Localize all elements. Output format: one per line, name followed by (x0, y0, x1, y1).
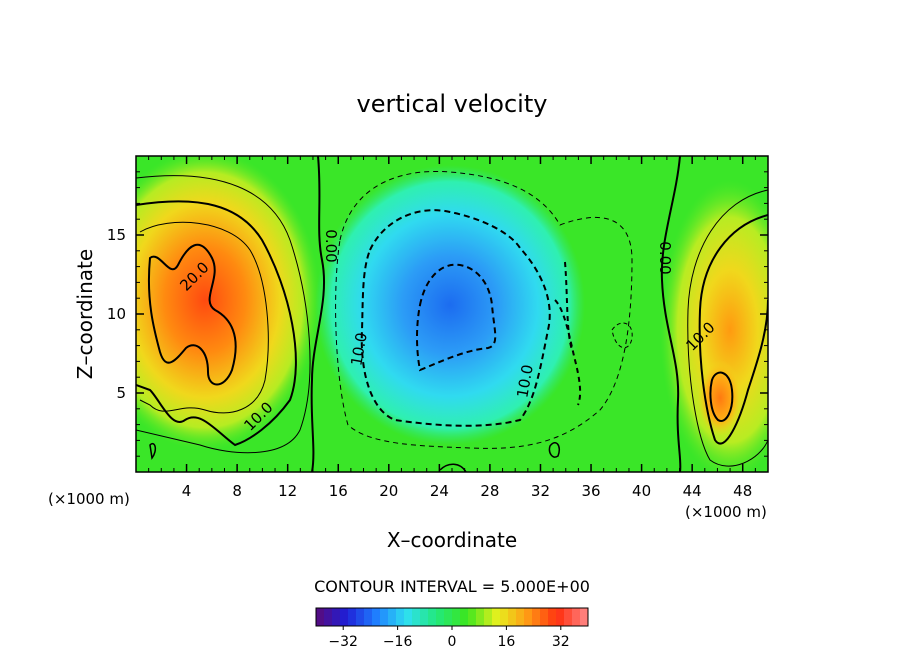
colorbar-swatch (548, 608, 557, 626)
colorbar-swatch (348, 608, 357, 626)
x-tick-label: 8 (232, 482, 242, 500)
contour-minus5-loop-right (611, 322, 633, 348)
colorbar-swatch (492, 608, 501, 626)
colorbar-tick-label: 32 (552, 634, 570, 650)
x-units-left: (×1000 m) (48, 490, 130, 508)
y-axis: 5 10 15 (107, 171, 768, 457)
colorbar-swatch (556, 608, 565, 626)
colorbar-swatch (396, 608, 405, 626)
chart-title: vertical velocity (357, 90, 548, 118)
colorbar-swatch (468, 608, 477, 626)
contour-minus10-fragments (554, 261, 582, 406)
x-tick-label: 28 (480, 482, 499, 500)
contour-5-left (136, 175, 311, 454)
updraft-left-shade (136, 156, 320, 450)
colorbar-swatch (564, 608, 573, 626)
colorbar-swatch (428, 608, 437, 626)
x-tick-label: 20 (379, 482, 398, 500)
colorbar-swatch (516, 608, 525, 626)
x-axis-label: X–coordinate (387, 528, 517, 552)
x-tick-label: 12 (278, 482, 297, 500)
colorbar-swatch (484, 608, 493, 626)
contour-minus20-center (416, 263, 497, 372)
contour-lines (136, 156, 768, 472)
colorbar-swatch (500, 608, 509, 626)
colorbar-swatch (444, 608, 453, 626)
contour-15-left (139, 221, 269, 414)
x-tick-label: 44 (683, 482, 702, 500)
x-units-right: (×1000 m) (685, 503, 767, 521)
x-tick-label: 32 (531, 482, 550, 500)
colorbar-swatch (316, 608, 325, 626)
colorbar-tick-label: 0 (448, 634, 457, 650)
contour-5-right (687, 189, 768, 467)
colorbar-swatch (508, 608, 517, 626)
contour-10-right (698, 214, 768, 445)
colorbar-swatch (364, 608, 373, 626)
colorbar-swatch (372, 608, 381, 626)
contour-label: 10.0 (513, 363, 537, 399)
colorbar-tick-label: 16 (497, 634, 515, 650)
x-tick-label: 36 (581, 482, 600, 500)
colorbar-swatch (460, 608, 469, 626)
colorbar-swatch (324, 608, 333, 626)
x-tick-label: 4 (182, 482, 192, 500)
x-axis: 4 8 12 16 20 24 28 32 36 40 44 48 (148, 156, 756, 500)
colorbar (315, 607, 589, 627)
contour-label: 0.00 (656, 241, 674, 274)
contour-20-left (147, 243, 237, 386)
colorbar-swatch (436, 608, 445, 626)
colorbar-swatch (572, 608, 581, 626)
colorbar-swatch (540, 608, 549, 626)
y-tick-label: 15 (107, 226, 126, 244)
plot-area: 20.0 10.0 0.00 10.0 10.0 0.00 10.0 (136, 156, 768, 472)
colorbar-swatch (524, 608, 533, 626)
colorbar-ticks: −32 −16 0 16 32 (328, 626, 570, 650)
x-tick-label: 48 (733, 482, 752, 500)
colorbar-tick-label: −32 (328, 634, 358, 650)
downdraft-center-shade (315, 165, 585, 445)
x-tick-label: 40 (632, 482, 651, 500)
colorbar-swatch (404, 608, 413, 626)
colorbar-swatch (340, 608, 349, 626)
y-axis-label: Z–coordinate (73, 249, 97, 379)
y-tick-label: 5 (116, 384, 126, 402)
colorbar-swatch (532, 608, 541, 626)
colorbar-swatch (332, 608, 341, 626)
contour-10-left (136, 200, 297, 447)
x-tick-label: 24 (430, 482, 449, 500)
colorbar-tick-label: −16 (383, 634, 413, 650)
colorbar-swatch (380, 608, 389, 626)
y-tick-label: 10 (107, 305, 126, 323)
colorbar-swatch (452, 608, 461, 626)
colorbar-swatch (476, 608, 485, 626)
contour-label: 0.00 (322, 229, 340, 262)
colorbar-swatch (356, 608, 365, 626)
contour-minus5-center (335, 170, 633, 449)
contour-20-right (709, 371, 734, 422)
colorbar-swatch (420, 608, 429, 626)
contour-label: 10.0 (347, 331, 371, 367)
colorbar-swatch (580, 608, 589, 626)
contour-zero-left (310, 156, 326, 472)
colorbar-swatch (412, 608, 421, 626)
x-tick-label: 16 (329, 482, 348, 500)
colorbar-swatch (388, 608, 397, 626)
contour-minus10-center (360, 209, 551, 427)
contour-interval-text: CONTOUR INTERVAL = 5.000E+00 (314, 577, 590, 596)
contour-zero-right (660, 156, 682, 472)
